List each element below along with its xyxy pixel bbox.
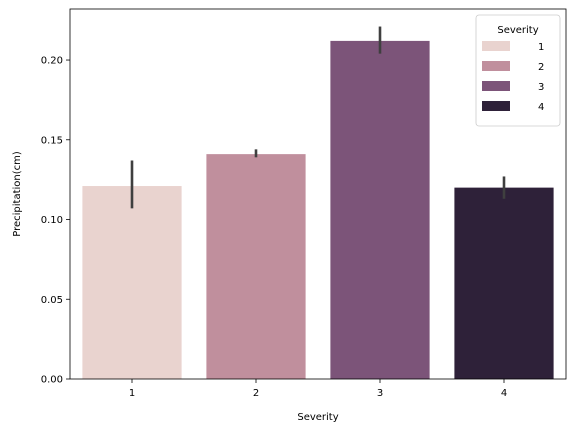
legend-swatch-2 (482, 61, 510, 71)
legend-label-3: 3 (538, 82, 544, 93)
bar-severity-4 (454, 187, 554, 379)
y-axis-label: Precipitation(cm) (12, 151, 23, 237)
x-axis-label: Severity (297, 412, 338, 423)
bar-severity-2 (206, 154, 306, 379)
legend-label-4: 4 (538, 102, 544, 113)
x-tick-label: 2 (253, 388, 259, 399)
x-axis: 1 2 3 4 (129, 379, 507, 399)
x-tick-label: 1 (129, 388, 135, 399)
legend-label-2: 2 (538, 62, 544, 73)
legend: Severity 1 2 3 4 (475, 14, 561, 127)
y-tick-label: 0.00 (41, 375, 63, 386)
legend-title: Severity (497, 25, 538, 36)
legend-label-1: 1 (538, 42, 544, 53)
bar-severity-3 (330, 40, 430, 380)
y-tick-label: 0.05 (41, 295, 63, 306)
x-tick-label: 4 (501, 388, 507, 399)
legend-swatch-1 (482, 41, 510, 51)
y-tick-label: 0.15 (41, 135, 63, 146)
error-bars-group (130, 26, 506, 209)
y-tick-label: 0.10 (41, 215, 63, 226)
bars-group (82, 40, 554, 380)
y-tick-label: 0.20 (41, 56, 63, 67)
bar-severity-1 (82, 186, 182, 379)
legend-swatch-4 (482, 101, 510, 111)
plot-frame (69, 8, 567, 380)
y-axis: 0.00 0.05 0.10 0.15 0.20 (41, 56, 70, 386)
x-tick-label: 3 (377, 388, 383, 399)
legend-swatch-3 (482, 81, 510, 91)
